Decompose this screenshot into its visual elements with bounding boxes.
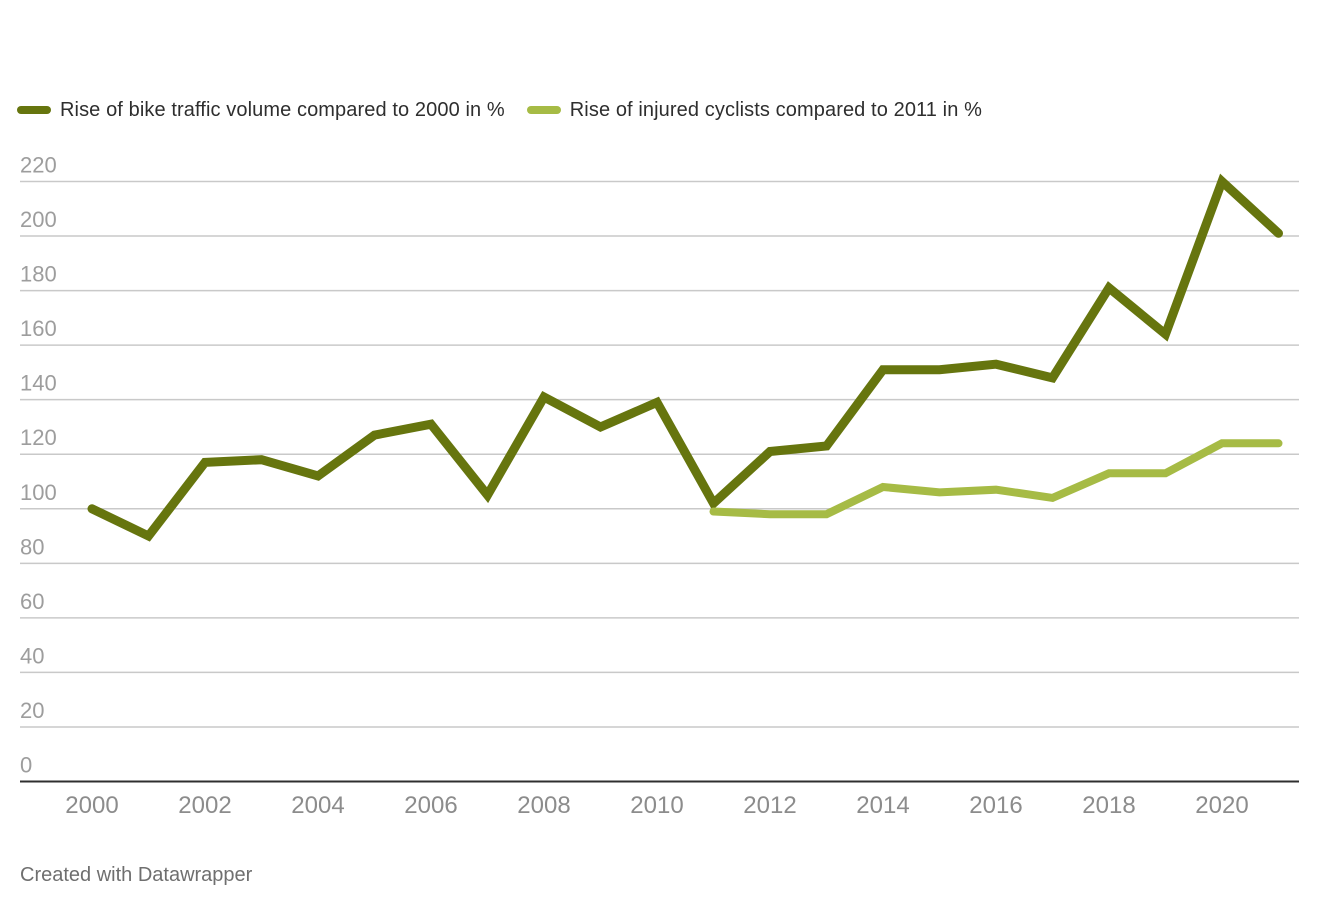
datawrapper-credit: Created with Datawrapper [20,864,253,886]
y-tick-label: 160 [20,316,57,341]
y-tick-label: 180 [20,262,57,287]
y-tick-label: 60 [20,589,44,614]
x-tick-label: 2020 [1195,792,1248,819]
legend: Rise of bike traffic volume compared to … [17,95,982,125]
y-tick-label: 80 [20,534,44,559]
x-tick-label: 2016 [969,792,1022,819]
y-tick-label: 0 [20,753,32,778]
y-tick-label: 40 [20,643,44,668]
legend-swatch-injured-cyclists [526,106,561,114]
y-tick-label: 220 [20,153,57,178]
y-tick-label: 200 [20,207,57,232]
y-tick-label: 120 [20,425,57,450]
x-tick-label: 2018 [1082,792,1135,819]
x-tick-label: 2014 [856,792,909,819]
legend-item-bike-traffic: Rise of bike traffic volume compared to … [17,99,505,122]
legend-label-bike-traffic: Rise of bike traffic volume compared to … [60,98,505,121]
x-tick-label: 2012 [743,792,796,819]
x-tick-label: 2004 [291,792,344,819]
x-tick-label: 2010 [630,792,683,819]
x-tick-label: 2000 [65,792,118,819]
x-tick-label: 2006 [404,792,457,819]
series-line-0 [87,173,1283,542]
series-line-1 [709,439,1283,519]
legend-swatch-bike-traffic [17,106,51,114]
x-tick-label: 2008 [517,792,570,819]
legend-label-injured-cyclists: Rise of injured cyclists compared to 201… [569,98,982,121]
x-tick-label: 2002 [178,792,231,819]
legend-item-injured-cyclists: Rise of injured cyclists compared to 201… [526,98,982,122]
y-tick-label: 140 [20,371,57,396]
y-tick-label: 20 [20,698,44,723]
y-tick-label: 100 [20,480,57,505]
